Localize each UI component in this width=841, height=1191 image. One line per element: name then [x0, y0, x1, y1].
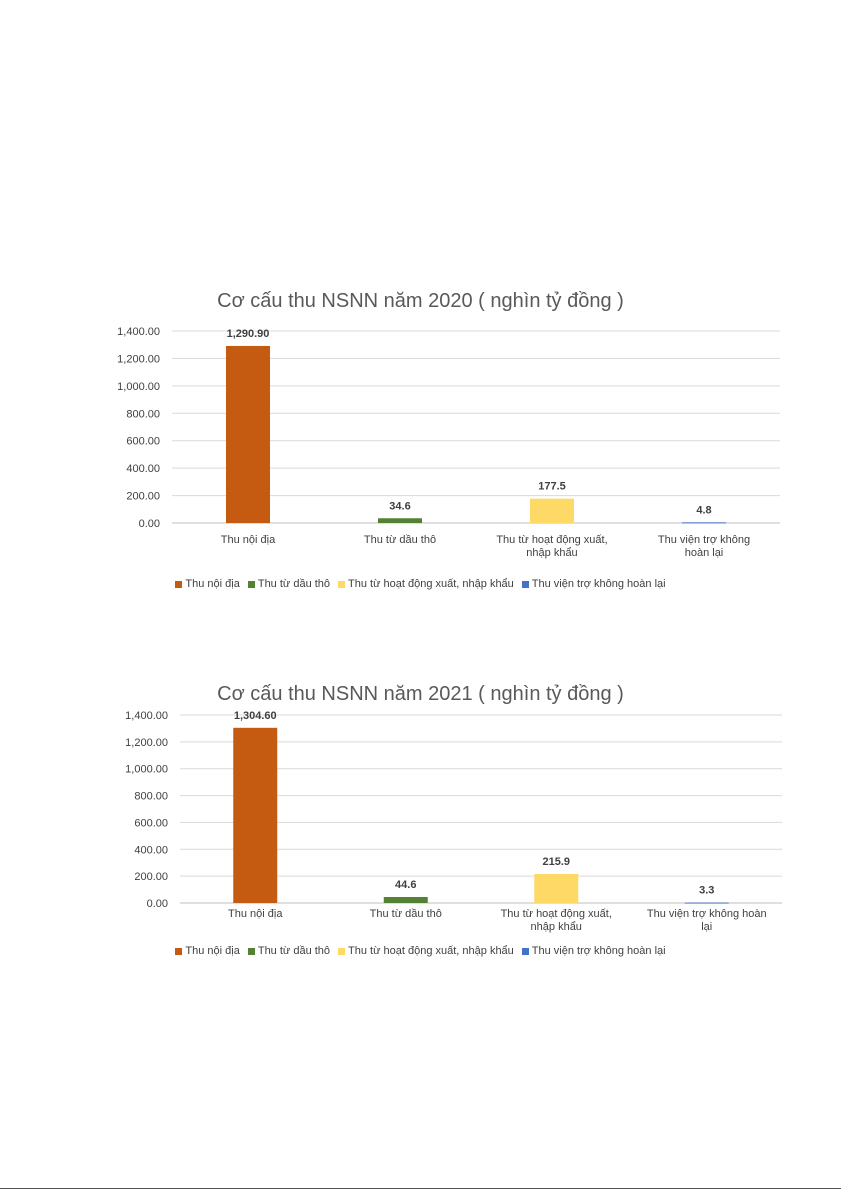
chart-title: Cơ cấu thu NSNN năm 2020 ( nghìn tỷ đồng…	[217, 290, 624, 312]
category-label: Thu từ dầu thô	[364, 534, 436, 546]
category-label: Thu từ dầu thô	[370, 908, 442, 920]
legend-swatch	[521, 947, 529, 955]
legend-swatch	[247, 947, 255, 955]
legend-label: Thu viện trợ không hoàn lại	[531, 578, 666, 590]
bar	[226, 345, 270, 523]
y-tick-label: 200.00	[134, 871, 168, 883]
y-tick-label: 1,200.00	[117, 353, 160, 365]
legend-label: Thu từ dầu thô	[257, 945, 331, 957]
legend-item: Thu từ dầu thô	[247, 945, 331, 957]
chart-legend: Thu nội địa Thu từ dầu thô Thu từ hoạt độn…	[0, 945, 841, 957]
chart-plot: 0.00 200.00 400.00 600.00 800.00 1,000.00 1,20…	[125, 710, 782, 933]
legend-label: Thu nội địa	[185, 578, 240, 590]
y-tick-label: 1,200.00	[125, 737, 168, 749]
y-tick-label: 400.00	[134, 844, 168, 856]
data-label: 177.5	[538, 481, 566, 493]
y-tick-label: 1,000.00	[117, 381, 160, 393]
category-label: Thu viện trợ không hoàn lại	[647, 908, 767, 933]
y-tick-label: 800.00	[126, 408, 160, 420]
legend-label: Thu từ dầu thô	[257, 578, 331, 590]
y-tick-label: 600.00	[126, 436, 160, 448]
category-label: Thu từ hoạt động xuất, nhập khẩu	[501, 908, 612, 933]
bar	[233, 727, 278, 903]
chart-plot: 0.00 200.00 400.00 600.00 800.00 1,000.00 1,20…	[117, 326, 780, 559]
y-tick-label: 1,400.00	[117, 326, 160, 338]
chart-title: Cơ cấu thu NSNN năm 2021 ( nghìn tỷ đồng…	[217, 683, 624, 705]
bar	[383, 897, 428, 903]
data-label: 44.6	[395, 879, 416, 891]
data-label: 34.6	[389, 500, 410, 512]
y-tick-label: 200.00	[126, 491, 160, 503]
legend-swatch	[338, 580, 346, 588]
legend-label: Thu viện trợ không hoàn lại	[531, 945, 666, 957]
legend-swatch	[521, 580, 529, 588]
bar	[682, 522, 726, 524]
page-bottom-rule	[0, 1188, 841, 1189]
legend-swatch	[338, 947, 346, 955]
data-label: 1,290.90	[227, 328, 270, 340]
legend-label: Thu nội địa	[185, 945, 240, 957]
legend-swatch	[247, 580, 255, 588]
data-label: 215.9	[542, 856, 570, 868]
y-tick-label: 800.00	[134, 791, 168, 803]
category-label: Thu từ hoạt động xuất, nhập khẩu	[496, 534, 607, 559]
category-label: Thu nội địa	[221, 534, 276, 546]
legend-item: Thu nội địa	[175, 945, 240, 957]
legend-label: Thu từ hoạt động xuất, nhập khẩu	[348, 578, 514, 590]
legend-item: Thu từ hoạt động xuất, nhập khẩu	[338, 945, 514, 957]
data-label: 1,304.60	[234, 710, 277, 722]
category-label: Thu nội địa	[228, 908, 283, 920]
legend-item: Thu từ hoạt động xuất, nhập khẩu	[338, 578, 514, 590]
y-tick-label: 1,400.00	[125, 710, 168, 722]
legend-item: Thu viện trợ không hoàn lại	[521, 945, 666, 957]
legend-swatch	[175, 947, 183, 955]
bar	[530, 498, 574, 523]
legend-item: Thu từ dầu thô	[247, 578, 331, 590]
legend-item: Thu viện trợ không hoàn lại	[521, 578, 666, 590]
legend-item: Thu nội địa	[175, 578, 240, 590]
bar	[534, 874, 579, 903]
chart-legend: Thu nội địa Thu từ dầu thô Thu từ hoạt độn…	[0, 578, 841, 590]
category-label: Thu viện trợ không hoàn lại	[658, 534, 750, 559]
data-label: 4.8	[696, 504, 711, 516]
y-tick-label: 0.00	[147, 898, 168, 910]
y-tick-label: 1,000.00	[125, 764, 168, 776]
bar	[378, 518, 422, 523]
legend-swatch	[175, 580, 183, 588]
y-tick-label: 600.00	[134, 817, 168, 829]
y-tick-label: 400.00	[126, 463, 160, 475]
y-tick-label: 0.00	[139, 518, 160, 530]
data-label: 3.3	[699, 885, 714, 897]
legend-label: Thu từ hoạt động xuất, nhập khẩu	[348, 945, 514, 957]
bar	[684, 902, 729, 904]
